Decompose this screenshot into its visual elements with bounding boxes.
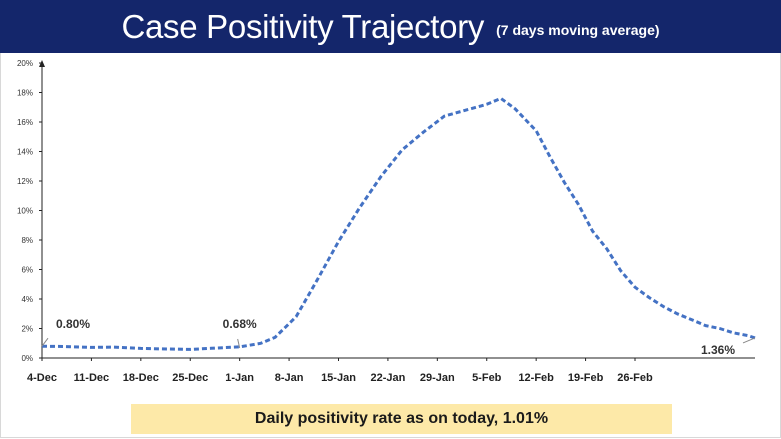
x-tick-label: 22-Jan <box>370 372 405 384</box>
x-tick-label: 29-Jan <box>420 372 455 384</box>
x-tick-label: 8-Jan <box>275 372 304 384</box>
y-tick-label: 10% <box>17 207 33 216</box>
positivity-line <box>41 96 756 351</box>
title-banner: Case Positivity Trajectory (7 days movin… <box>0 0 781 53</box>
x-tick-label: 12-Feb <box>518 372 554 384</box>
y-tick-label: 18% <box>17 89 33 98</box>
chart-title: Case Positivity Trajectory <box>121 7 485 45</box>
y-tick-label: 2% <box>21 325 33 334</box>
footer-note: Daily positivity rate as on today, 1.01% <box>131 404 672 434</box>
chart-subtitle: (7 days moving average) <box>496 21 660 38</box>
annotation-leader <box>742 337 756 344</box>
y-tick-label: 20% <box>17 59 33 68</box>
y-tick-label: 6% <box>21 266 33 275</box>
data-label: 1.36% <box>701 343 735 357</box>
footer-text: Daily positivity rate as on today, 1.01% <box>254 410 549 427</box>
y-tick-label: 4% <box>21 295 33 304</box>
annotation-leader <box>41 337 49 347</box>
annotation-leader <box>237 338 241 349</box>
x-tick-label: 19-Feb <box>568 372 604 384</box>
y-tick-label: 14% <box>17 148 33 157</box>
x-tick-label: 4-Dec <box>27 372 57 384</box>
y-tick-label: 8% <box>21 236 33 245</box>
positivity-chart: 0% 2% 4% 6% 8% 10% 12% 14% 16% 18% 20% 4-Dec 11-Dec 1… <box>17 59 756 384</box>
x-tick-label: 5-Feb <box>472 372 502 384</box>
x-tick-label: 15-Jan <box>321 372 356 384</box>
y-tick-label: 16% <box>17 118 33 127</box>
y-tick-label: 0% <box>21 354 33 363</box>
x-tick-label: 18-Dec <box>123 372 159 384</box>
data-label: 0.68% <box>223 317 257 331</box>
y-tick-label: 12% <box>17 177 33 186</box>
x-tick-label: 1-Jan <box>225 372 254 384</box>
x-tick-label: 11-Dec <box>74 372 109 384</box>
x-tick-label: 26-Feb <box>617 372 653 384</box>
x-tick-label: 25-Dec <box>172 372 208 384</box>
data-label: 0.80% <box>56 317 90 331</box>
